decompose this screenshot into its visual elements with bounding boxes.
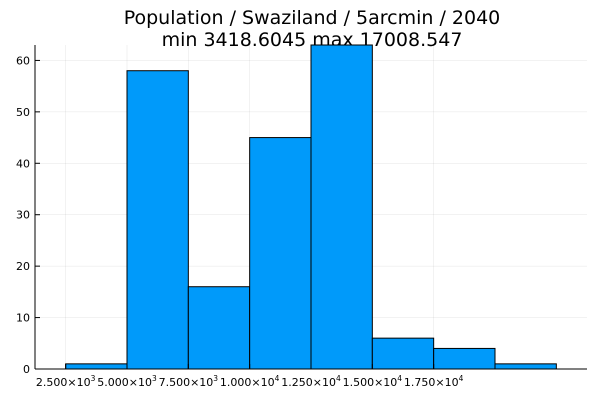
y-tick-label-6: 60 xyxy=(16,54,30,67)
x-tick-label-1: 5.000×103 xyxy=(97,374,157,389)
x-tick-label-6: 1.750×104 xyxy=(404,374,464,389)
histogram-bars xyxy=(65,44,557,370)
y-tick-label-3: 30 xyxy=(16,209,30,222)
histogram-bar-0 xyxy=(65,363,128,370)
x-tick-label-3: 1.000×104 xyxy=(220,374,280,389)
x-tick-label-4: 1.250×104 xyxy=(281,374,341,389)
y-tick-label-4: 40 xyxy=(16,157,30,170)
histogram-bar-1 xyxy=(126,70,189,370)
axes xyxy=(34,45,587,370)
histogram-bar-3 xyxy=(249,137,312,370)
histogram-bar-5 xyxy=(371,337,435,370)
y-tick-label-2: 20 xyxy=(16,260,30,273)
chart-title-line-1: Population / Swaziland / 5arcmin / 2040 xyxy=(124,7,501,29)
y-tick-label-0: 0 xyxy=(23,363,30,376)
x-tick-label-0: 2.500×103 xyxy=(36,374,96,389)
histogram-bar-2 xyxy=(187,286,251,370)
x-tick-labels: 2.500×103 5.000×103 7.500×103 1.000×104 1.25… xyxy=(36,374,464,389)
histogram-bar-7 xyxy=(494,363,557,370)
y-tick-label-1: 10 xyxy=(16,312,30,325)
y-tick-label-5: 50 xyxy=(16,106,30,119)
histogram-bar-4 xyxy=(310,44,373,370)
chart-title-line-2: min 3418.6045 max 17008.547 xyxy=(162,29,463,51)
x-tick-label-5: 1.500×104 xyxy=(343,374,403,389)
y-tick-labels: 0 10 20 30 40 50 60 xyxy=(16,54,30,376)
x-tick-label-2: 7.500×103 xyxy=(159,374,219,389)
histogram-bar-6 xyxy=(433,347,496,370)
